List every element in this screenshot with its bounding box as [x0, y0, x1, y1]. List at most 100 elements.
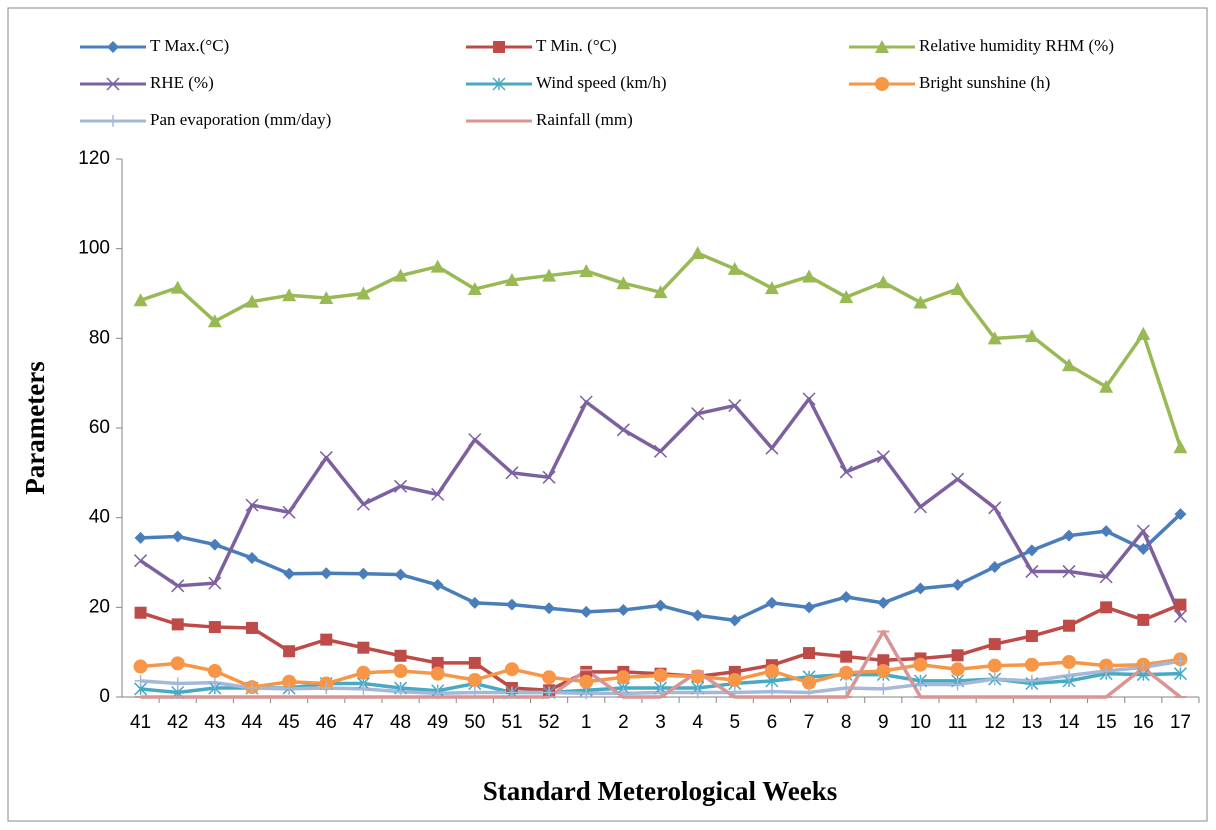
x-tick-label: 12	[984, 712, 1005, 733]
marker	[542, 470, 556, 484]
marker	[1025, 674, 1038, 687]
marker	[1099, 570, 1113, 584]
legend-label: Rainfall (mm)	[536, 110, 633, 129]
marker	[840, 682, 853, 695]
marker	[1062, 358, 1077, 372]
marker	[170, 280, 185, 294]
marker	[579, 674, 594, 689]
marker	[134, 606, 147, 619]
x-tick-label: 7	[804, 712, 815, 733]
marker	[987, 658, 1002, 673]
legend-label: Wind speed (km/h)	[536, 73, 667, 92]
marker	[244, 294, 259, 308]
marker	[107, 115, 119, 127]
y-tick-label: 0	[99, 686, 110, 707]
marker	[876, 275, 891, 289]
marker	[394, 479, 408, 493]
x-tick-label: 51	[501, 712, 522, 733]
marker	[580, 687, 593, 700]
marker	[617, 604, 630, 617]
marker	[542, 268, 557, 282]
marker	[1024, 329, 1039, 343]
x-tick-label: 14	[1058, 712, 1080, 733]
x-tick-label: 1	[581, 712, 592, 733]
marker	[876, 663, 891, 678]
marker	[1062, 564, 1076, 578]
marker	[492, 77, 506, 91]
marker	[505, 466, 519, 480]
marker	[1100, 664, 1113, 677]
legend-label: Pan evaporation (mm/day)	[150, 110, 331, 129]
marker	[468, 656, 481, 669]
marker	[320, 682, 333, 695]
marker	[1174, 655, 1187, 668]
marker	[283, 567, 296, 580]
marker	[133, 659, 148, 674]
marker	[1100, 601, 1113, 614]
x-tick-label: 48	[390, 712, 411, 733]
marker	[468, 433, 482, 447]
marker	[319, 290, 334, 304]
marker	[245, 682, 258, 695]
marker	[356, 286, 371, 300]
marker	[107, 41, 119, 53]
marker	[430, 666, 445, 681]
marker	[171, 677, 184, 690]
y-axis-title: Parameters	[20, 361, 50, 494]
x-tick-label: 2	[618, 712, 629, 733]
marker	[914, 582, 927, 595]
marker	[840, 650, 853, 663]
marker	[913, 657, 928, 672]
marker	[803, 601, 816, 614]
marker	[134, 531, 147, 544]
marker	[542, 670, 557, 685]
marker	[988, 501, 1002, 515]
marker	[653, 668, 668, 683]
marker	[1025, 630, 1038, 643]
marker	[1174, 508, 1187, 521]
marker	[208, 576, 222, 590]
marker	[1025, 564, 1039, 578]
marker	[504, 273, 519, 287]
x-tick-label: 44	[241, 712, 263, 733]
marker	[951, 649, 964, 662]
marker	[1025, 544, 1038, 557]
marker	[393, 663, 408, 678]
marker	[320, 633, 333, 646]
marker	[493, 41, 505, 53]
marker	[282, 288, 297, 302]
marker	[840, 591, 853, 604]
marker	[1100, 525, 1113, 538]
x-tick-label: 3	[655, 712, 666, 733]
x-tick-label: 13	[1021, 712, 1042, 733]
marker	[171, 530, 184, 543]
marker	[950, 282, 965, 296]
marker	[727, 672, 742, 687]
marker	[913, 295, 928, 309]
marker	[430, 259, 445, 273]
marker	[245, 552, 258, 565]
marker	[171, 579, 185, 593]
marker	[951, 578, 964, 591]
marker	[950, 662, 965, 677]
marker	[505, 598, 518, 611]
marker	[1136, 326, 1151, 340]
legend-label: Relative humidity RHM (%)	[919, 36, 1114, 55]
marker	[616, 670, 631, 685]
x-tick-label: 15	[1096, 712, 1117, 733]
marker	[764, 663, 779, 678]
marker	[1173, 440, 1188, 454]
marker	[208, 538, 221, 551]
marker	[208, 676, 221, 689]
marker	[988, 560, 1001, 573]
marker	[357, 641, 370, 654]
legend-label: Bright sunshine (h)	[919, 73, 1050, 92]
marker	[579, 264, 594, 278]
y-tick-label: 100	[78, 238, 110, 259]
marker	[467, 282, 482, 296]
marker	[1063, 669, 1076, 682]
marker	[877, 596, 890, 609]
x-tick-label: 43	[204, 712, 225, 733]
marker	[394, 685, 407, 698]
marker	[431, 656, 444, 669]
